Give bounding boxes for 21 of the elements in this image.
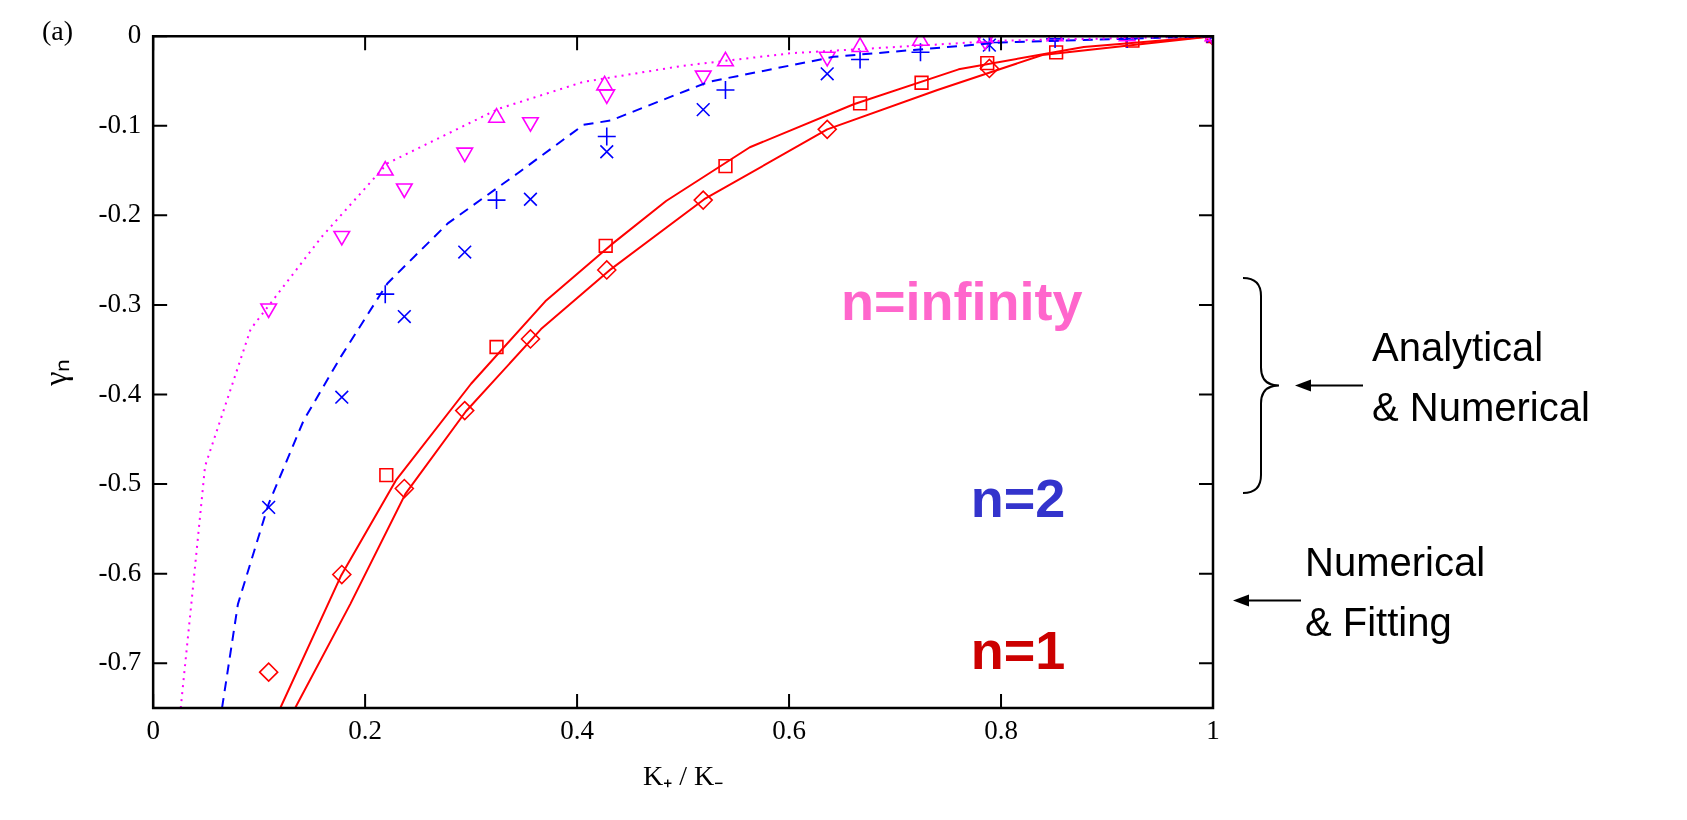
y-tick-label: 0 <box>127 19 142 50</box>
x-tick-label: 0.6 <box>772 715 806 746</box>
y-tick-label: -0.5 <box>98 467 142 498</box>
y-tick-label: -0.6 <box>98 556 142 587</box>
x-tick-label: 0.2 <box>348 715 382 746</box>
x-tick-label: 0.4 <box>560 715 595 746</box>
annotation: n=infinity <box>841 270 1083 331</box>
x-axis-title: K₊ / K₋ <box>642 759 724 791</box>
annotation: n=1 <box>970 620 1066 681</box>
text: Analytical & Numerical <box>1372 324 1590 429</box>
y-axis-title: γₙ <box>36 358 73 387</box>
text: (a) <box>42 14 74 46</box>
annotation: n=2 <box>970 467 1066 528</box>
y-tick-label: -0.7 <box>98 646 142 677</box>
x-tick-label: 1 <box>1206 715 1220 746</box>
y-tick-label: -0.1 <box>98 108 142 139</box>
x-tick-label: 0.8 <box>984 715 1018 746</box>
text: Numerical & Fitting <box>1305 539 1486 644</box>
y-tick-label: -0.2 <box>98 198 142 229</box>
y-tick-label: -0.4 <box>98 377 142 408</box>
y-tick-label: -0.3 <box>98 288 142 319</box>
